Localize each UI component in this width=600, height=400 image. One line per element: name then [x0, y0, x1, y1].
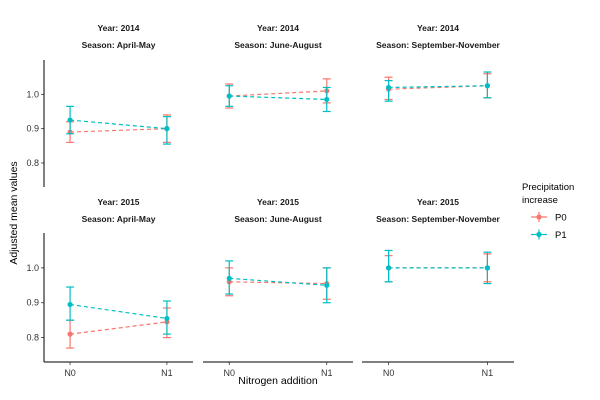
- x-tick-label: N0: [223, 368, 235, 378]
- series-line: [229, 277, 327, 286]
- data-point: [226, 275, 232, 281]
- facet-panel-r2-c2: Year: 2015 Season: June-August N0 N1: [203, 197, 353, 378]
- y-tick-label: 1.0: [26, 263, 39, 273]
- series-line: [70, 119, 167, 130]
- series-p1: [384, 71, 492, 102]
- y-tick-label: 0.8: [26, 333, 39, 343]
- series-line: [69, 303, 168, 320]
- x-tick-label: N1: [161, 368, 173, 378]
- data-point: [386, 84, 392, 91]
- x-tick-label: N0: [64, 368, 76, 378]
- facet-panel-r2-c1: Year: 2015 Season: April-May N0 N1: [43, 197, 193, 378]
- strip-season-label: Season: September-November: [376, 40, 500, 50]
- strip-year-label: Year: 2014: [417, 23, 459, 33]
- data-point: [386, 265, 392, 271]
- data-point: [324, 282, 330, 288]
- series-line: [229, 281, 327, 285]
- legend-keys: [531, 212, 547, 240]
- strip-season-label: Season: June-August: [234, 214, 322, 224]
- data-point: [67, 117, 73, 123]
- y-axis-title: Adjusted mean values: [8, 161, 20, 264]
- series-p1: [66, 105, 171, 145]
- x-tick-label: N1: [321, 368, 333, 378]
- facet-panel-r2-c3: Year: 2015 Season: September-November N0 N1: [362, 197, 514, 378]
- legend-key-point: [536, 231, 542, 238]
- data-point: [164, 315, 170, 322]
- strip-season-label: Season: April-May: [82, 214, 156, 224]
- data-point: [226, 93, 232, 99]
- series-p0: [225, 267, 331, 300]
- strip-season-label: Season: June-August: [234, 40, 322, 50]
- y-tick-label: 1.0: [26, 89, 39, 99]
- strip-year-label: Year: 2014: [97, 23, 139, 33]
- series-line: [69, 321, 168, 335]
- legend-key-point: [536, 214, 542, 220]
- legend-title-line1: Precipitation: [522, 182, 574, 193]
- strip-year-label: Year: 2014: [257, 23, 299, 33]
- series-line: [388, 85, 488, 90]
- series-p1: [66, 286, 171, 335]
- series-p0: [66, 307, 171, 349]
- data-point: [67, 301, 73, 308]
- strip-year-label: Year: 2015: [97, 197, 139, 207]
- series-line: [70, 128, 167, 133]
- series-p0: [66, 114, 171, 143]
- facet-panel-r1-c3: Year: 2014 Season: September-November: [376, 23, 501, 102]
- y-tick-label: 0.9: [26, 124, 39, 134]
- series-line: [229, 90, 327, 97]
- facet-panel-r1-c2: Year: 2014 Season: June-August: [225, 23, 331, 113]
- data-point: [484, 265, 490, 271]
- series-p1: [225, 260, 331, 304]
- facet-panel-r1-c1: Year: 2014 Season: April-May: [43, 23, 171, 187]
- legend-label-p0: P0: [555, 213, 567, 224]
- strip-year-label: Year: 2015: [417, 197, 459, 207]
- x-axis-title: Nitrogen addition: [238, 375, 318, 387]
- data-point: [164, 126, 170, 132]
- strip-year-label: Year: 2015: [257, 197, 299, 207]
- strip-season-label: Season: April-May: [82, 40, 156, 50]
- y-tick-label: 0.9: [26, 298, 39, 308]
- data-point: [67, 331, 73, 337]
- legend: Precipitation increase P0 P1: [522, 182, 574, 241]
- legend-label-p1: P1: [555, 230, 567, 241]
- x-tick-label: N1: [482, 368, 494, 378]
- strip-season-label: Season: September-November: [376, 214, 500, 224]
- x-tick-label: N0: [383, 368, 395, 378]
- series-line: [229, 95, 327, 101]
- series-p0: [225, 78, 331, 109]
- legend-title-line2: increase: [522, 195, 558, 206]
- series-p1: [384, 249, 492, 285]
- data-point: [484, 83, 490, 89]
- y-tick-label: 0.8: [26, 158, 39, 168]
- data-point: [324, 96, 330, 103]
- series-p1: [225, 85, 331, 113]
- series-line: [388, 85, 488, 89]
